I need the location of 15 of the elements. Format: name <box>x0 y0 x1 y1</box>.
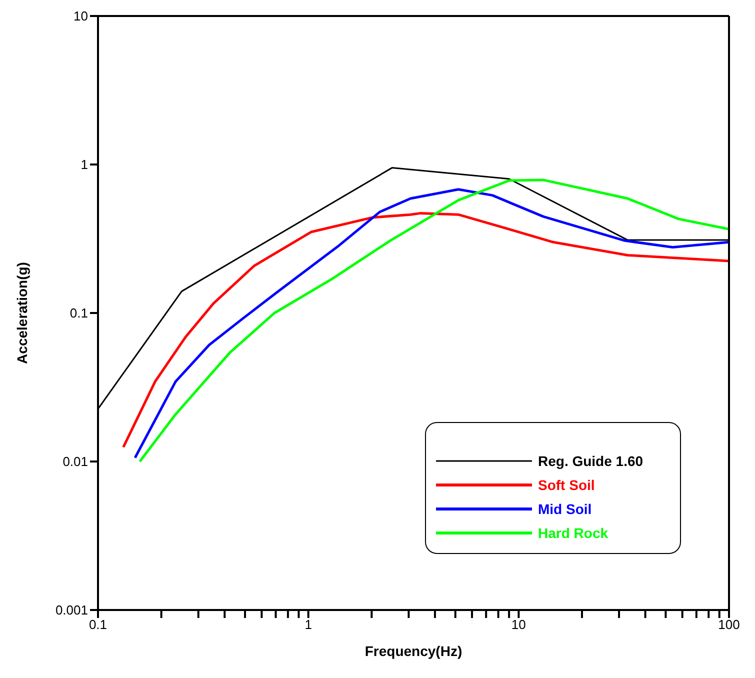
text: Reg. Guide 1.60 <box>538 453 644 469</box>
y-axis-title: Acceleration(g) <box>14 262 30 364</box>
text: Mid Soil <box>538 501 592 517</box>
x-tick-label: 100 <box>718 617 740 632</box>
x-tick-label: 1 <box>304 617 312 632</box>
text: Hard Rock <box>538 525 608 541</box>
x-tick-label: 0.1 <box>88 617 108 632</box>
y-tick-label: 0.01 <box>62 454 88 470</box>
x-axis-title: Frequency(Hz) <box>364 643 462 659</box>
y-tick-label: 0.1 <box>70 306 88 321</box>
y-tick-label: 0.001 <box>55 602 88 618</box>
text: Soft Soil <box>538 477 595 493</box>
x-tick-label: 10 <box>511 617 526 632</box>
y-tick-label: 1 <box>80 157 88 172</box>
y-tick-label: 10 <box>74 8 88 24</box>
